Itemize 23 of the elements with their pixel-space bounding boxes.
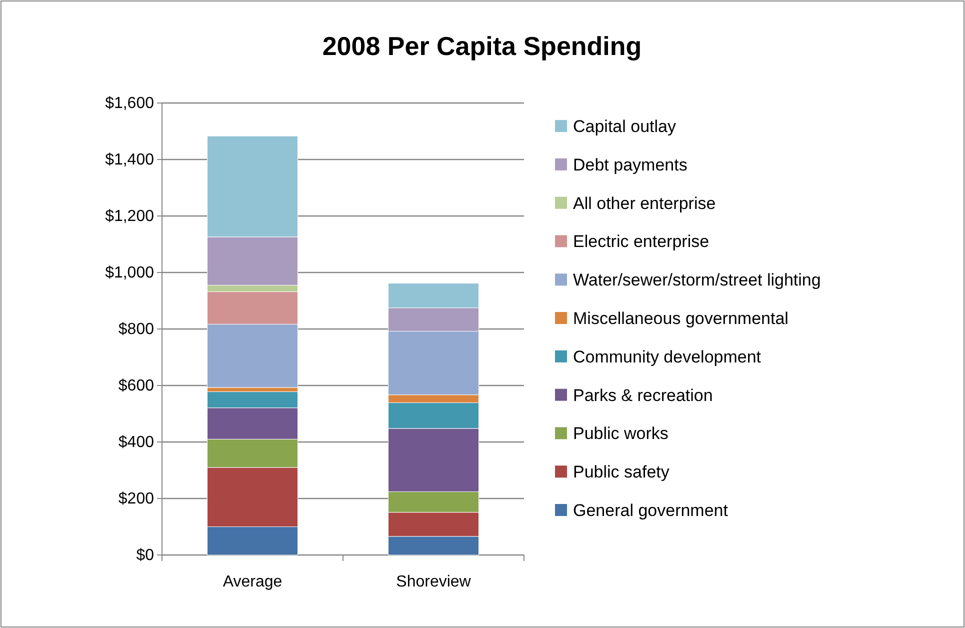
- legend-label: Public works: [573, 424, 668, 444]
- y-tick-label: $1,000: [105, 264, 154, 282]
- chart-title: 2008 Per Capita Spending: [322, 31, 642, 61]
- y-tick-label: $1,400: [105, 152, 154, 169]
- x-tick-label: Shoreview: [396, 573, 472, 590]
- y-tick-label: $200: [118, 490, 154, 508]
- x-tick-label: Average: [222, 573, 282, 590]
- legend-label: Miscellaneous governmental: [573, 309, 788, 328]
- legend-label: All other enterprise: [573, 194, 716, 213]
- legend-label: Capital outlay: [573, 117, 677, 136]
- legend-label: Water/sewer/storm/street lighting: [573, 270, 821, 290]
- y-tick-label: $800: [118, 321, 154, 338]
- y-tick-label: $0: [136, 547, 154, 564]
- y-tick-label: $1,200: [105, 208, 154, 226]
- legend-label: Parks & recreation: [573, 386, 713, 405]
- y-tick-label: $1,600: [105, 95, 154, 112]
- legend-label: Debt payments: [573, 155, 688, 174]
- legend-label: General government: [573, 501, 728, 520]
- y-tick-label: $600: [118, 378, 154, 395]
- y-tick-label: $400: [118, 434, 154, 452]
- legend-label: Public safety: [573, 462, 670, 482]
- legend-label: Community development: [573, 347, 762, 366]
- legend-label: Electric enterprise: [573, 232, 710, 252]
